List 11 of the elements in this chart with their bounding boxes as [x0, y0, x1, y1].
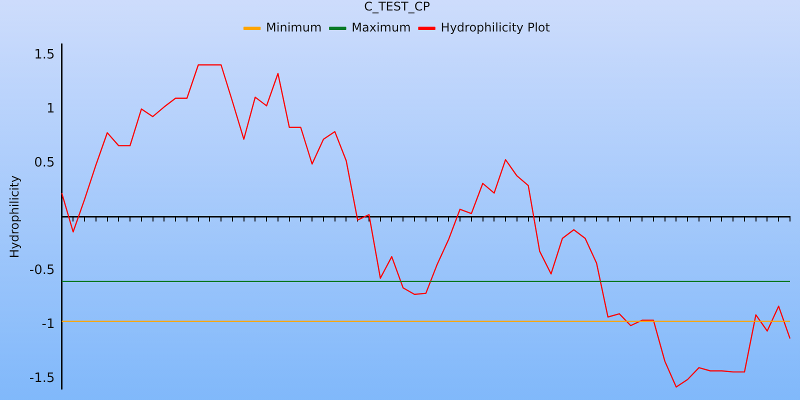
legend-label: Maximum — [352, 20, 411, 35]
y-tick-label: 1.5 — [34, 48, 55, 63]
y-tick-label: 1 — [46, 101, 55, 116]
y-axis-title: Hydrophilicity — [7, 175, 22, 258]
y-tick-label: -1 — [42, 316, 55, 332]
legend-label: Minimum — [266, 20, 322, 35]
y-tick-label: -0.5 — [29, 263, 55, 278]
chart-title: C_TEST_CP — [364, 0, 430, 14]
y-tick-label: 0.5 — [34, 155, 55, 170]
legend-label: Hydrophilicity Plot — [440, 20, 550, 35]
y-tick-label: -1.5 — [29, 370, 55, 386]
